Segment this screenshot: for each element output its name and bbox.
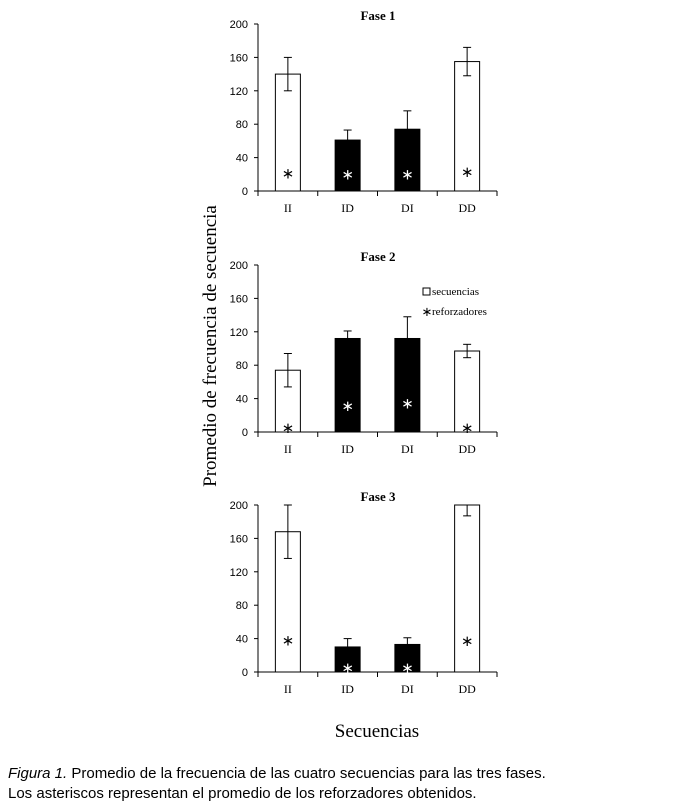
y-tick-label: 80 [236, 600, 248, 612]
x-tick-label: DI [401, 682, 414, 696]
error-bar [283, 504, 292, 559]
x-tick-label: II [284, 442, 292, 456]
chart-panels: Fase 1 0 40 80 120 160 200 ∗ II ∗ ID ∗ DI ∗ DD Fase 2 0 4… [230, 8, 498, 696]
figure-caption: Figura 1. Promedio de la frecuencia de l… [8, 764, 684, 804]
x-tick-label: DI [401, 442, 414, 456]
x-tick-label: ID [341, 201, 354, 215]
y-tick-label: 120 [230, 86, 248, 98]
y-tick-label: 160 [230, 293, 248, 305]
chart-panel-3: Fase 3 0 40 80 120 160 200 ∗ II ∗ ID ∗ DI ∗ DD [230, 489, 498, 696]
error-bar [403, 316, 412, 339]
error-bar [463, 46, 472, 77]
x-tick-label: DD [458, 682, 476, 696]
reinforcer-marker: ∗ [461, 164, 474, 181]
error-bar [343, 638, 352, 647]
y-tick-label: 200 [230, 500, 248, 512]
x-tick-label: DI [401, 201, 414, 215]
error-bar [283, 56, 292, 92]
y-tick-label: 160 [230, 52, 248, 64]
legend-bar-swatch [422, 287, 431, 296]
chart-panel-1: Fase 1 0 40 80 120 160 200 ∗ II ∗ ID ∗ DI ∗ DD [230, 8, 498, 215]
x-tick-label: II [284, 201, 292, 215]
x-tick-label: ID [341, 682, 354, 696]
caption-text-1: Promedio de la frecuencia de las cuatro … [67, 765, 546, 782]
y-tick-label: 120 [230, 327, 248, 339]
reinforcer-marker: ∗ [401, 166, 414, 183]
error-bar [343, 129, 352, 141]
bar [394, 337, 421, 433]
bar [334, 337, 361, 433]
caption-figure-label: Figura 1. [8, 765, 68, 782]
y-tick-label: 80 [236, 119, 248, 131]
y-tick-label: 80 [236, 360, 248, 372]
error-bar [403, 637, 412, 645]
legend-label-secuencias: secuencias [432, 286, 479, 298]
bar [274, 73, 301, 192]
bar [454, 61, 481, 192]
chart-title: Fase 1 [360, 8, 395, 23]
y-tick-label: 0 [242, 667, 248, 679]
caption-line-2: Los asteriscos representan el promedio d… [8, 785, 477, 802]
bar [394, 643, 421, 673]
y-tick-label: 160 [230, 533, 248, 545]
y-tick-label: 200 [230, 260, 248, 272]
chart-title: Fase 3 [360, 489, 396, 504]
reinforcer-marker: ∗ [341, 166, 354, 183]
legend-marker-swatch: ∗ [422, 304, 433, 319]
bar [454, 350, 481, 433]
chart-title: Fase 2 [360, 249, 395, 264]
y-tick-label: 120 [230, 567, 248, 579]
y-tick-label: 40 [236, 394, 248, 406]
y-tick-label: 40 [236, 634, 248, 646]
reinforcer-marker: ∗ [401, 396, 414, 413]
x-axis-title: Secuencias [335, 721, 419, 742]
error-bar [463, 343, 472, 359]
error-bar [463, 504, 472, 517]
y-tick-label: 0 [242, 427, 248, 439]
y-tick-label: 200 [230, 19, 248, 31]
y-tick-label: 40 [236, 153, 248, 165]
legend-label-reforzadores: reforzadores [432, 306, 487, 318]
x-tick-label: DD [458, 442, 476, 456]
x-tick-label: ID [341, 442, 354, 456]
y-tick-label: 0 [242, 186, 248, 198]
reinforcer-marker: ∗ [282, 420, 295, 437]
legend: secuencias ∗ reforzadores [422, 286, 487, 319]
reinforcer-marker: ∗ [401, 660, 414, 677]
reinforcer-marker: ∗ [341, 660, 354, 677]
error-bar [403, 110, 412, 130]
reinforcer-marker: ∗ [461, 633, 474, 650]
x-tick-label: II [284, 682, 292, 696]
caption-line-1: Figura 1. Promedio de la frecuencia de l… [8, 764, 684, 784]
reinforcer-marker: ∗ [341, 398, 354, 415]
error-bar [343, 330, 352, 339]
error-bar [283, 353, 292, 388]
reinforcer-marker: ∗ [461, 420, 474, 437]
x-tick-label: DD [458, 201, 476, 215]
chart-panel-2: Fase 2 0 40 80 120 160 200 ∗ II ∗ ID ∗ DI ∗ DD secuenci… [230, 249, 498, 456]
reinforcer-marker: ∗ [282, 632, 295, 649]
reinforcer-marker: ∗ [282, 165, 295, 182]
y-axis-title: Promedio de frecuencia de secuencia [200, 205, 221, 487]
